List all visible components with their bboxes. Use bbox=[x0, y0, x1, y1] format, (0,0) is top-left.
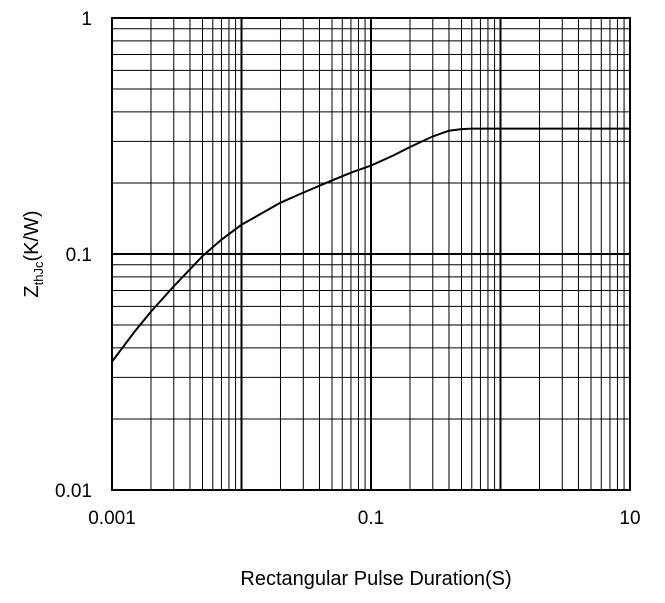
x-tick-label: 10 bbox=[619, 508, 640, 529]
grid-major-lines bbox=[112, 18, 630, 490]
x-tick-label: 0.001 bbox=[88, 508, 136, 529]
data-series bbox=[111, 127, 630, 363]
plot-frame bbox=[111, 17, 631, 491]
y-tick-label: 0.01 bbox=[55, 481, 92, 502]
y-tick-labels: 0.01 0.1 1 bbox=[55, 9, 92, 502]
y-axis-label-unit: (K/W) bbox=[21, 210, 43, 261]
y-axis-label: ZthJc(K/W) bbox=[21, 210, 46, 297]
series-line-0 bbox=[111, 127, 630, 363]
x-tick-labels: 0.001 0.1 10 bbox=[88, 508, 640, 529]
y-tick-label: 1 bbox=[81, 9, 92, 30]
y-axis-label-subscript: thJc bbox=[31, 261, 46, 285]
x-axis-label: Rectangular Pulse Duration(S) bbox=[240, 568, 511, 590]
y-axis-label-main: Z bbox=[21, 285, 43, 297]
x-tick-label: 0.1 bbox=[358, 508, 384, 529]
y-tick-label: 0.1 bbox=[66, 245, 92, 266]
